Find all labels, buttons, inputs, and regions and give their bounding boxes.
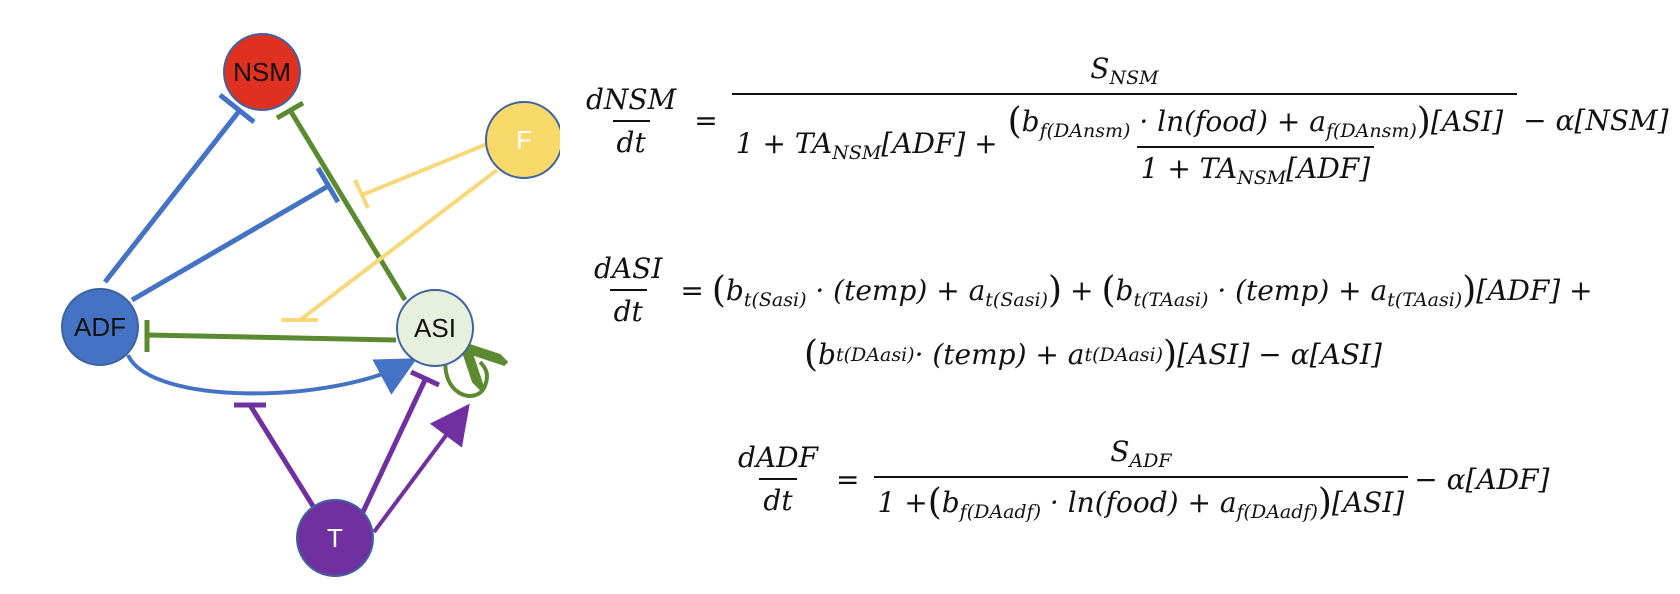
edge-f-inhibits-nsm-link xyxy=(353,140,493,209)
eq-adf-numerator: SADF xyxy=(1110,435,1172,472)
eq-adf-lhs-num: dADF xyxy=(738,441,819,474)
node-f-label: F xyxy=(516,125,532,155)
eq-asi-term1: (bt(Sasi) · (temp) + at(Sasi)) xyxy=(711,269,1062,311)
node-asi-label: ASI xyxy=(414,313,456,343)
edge-adf-activates-asi xyxy=(126,354,418,396)
node-nsm-label: NSM xyxy=(233,57,291,87)
equation-asi: dASI dt = (bt(Sasi) · (temp) + at(Sasi))… xyxy=(584,252,1593,375)
eq-adf-denominator: 1 +(bf(DAadf) · ln(food) + af(DAadf))[AS… xyxy=(873,476,1409,523)
edge-f-inhibits-adf-link xyxy=(281,168,499,322)
eq-adf-lhs: dADF dt xyxy=(734,441,822,517)
node-adf-label: ADF xyxy=(74,312,126,342)
eq-nsm-numerator: SNSM xyxy=(1090,52,1159,89)
eq-nsm-lhs-den: dt xyxy=(612,119,650,159)
edge-t-inhibits-asi xyxy=(359,369,441,516)
eq-nsm-main-fraction: SNSM 1 + TANSM[ADF] + (bf(DAnsm) · ln(fo… xyxy=(731,52,1518,189)
eq-nsm-decay: − α[NSM] xyxy=(1523,104,1669,137)
eq-adf-lhs-den: dt xyxy=(759,478,797,517)
edge-adf-inhibits-asi-nsm-link xyxy=(130,166,341,303)
node-asi: ASI xyxy=(396,289,474,367)
node-t: T xyxy=(296,499,374,577)
node-adf: ADF xyxy=(61,288,139,366)
eq-asi-lhs: dASI dt xyxy=(590,252,666,328)
equation-nsm: dNSM dt = SNSM 1 + TANSM[ADF] + (bf(DAns… xyxy=(576,52,1669,189)
eq-nsm-equals: = xyxy=(694,104,718,137)
eq-asi-term2: (bt(TAasi) · (temp) + at(TAasi))[ADF] + xyxy=(1101,269,1593,311)
eq-nsm-lhs-num: dNSM xyxy=(586,82,677,116)
eq-asi-equals: = xyxy=(680,273,704,307)
edge-asi-self-loop xyxy=(443,355,487,398)
node-t-label: T xyxy=(327,523,343,553)
eq-adf-main-fraction: SADF 1 +(bf(DAadf) · ln(food) + af(DAadf… xyxy=(873,435,1409,523)
eq-adf-equals: = xyxy=(836,462,860,496)
eq-adf-decay: − α[ADF] xyxy=(1414,462,1550,496)
edge-adf-inhibits-nsm xyxy=(103,93,256,284)
eq-asi-term3: (b t(DAasi) · (temp) + a t(DAasi)) [ASI] − … xyxy=(804,334,1382,375)
network-diagram: NSM F ADF ASI T xyxy=(61,33,560,577)
equation-adf: dADF dt = SADF 1 +(bf(DAadf) · ln(food) … xyxy=(728,435,1549,523)
node-nsm: NSM xyxy=(223,33,301,111)
edge-t-activates-asi xyxy=(372,403,470,534)
eq-nsm-denominator: 1 + TANSM[ADF] + (bf(DAnsm) · ln(food) +… xyxy=(731,93,1518,189)
eq-asi-lhs-num: dASI xyxy=(594,252,663,285)
edge-asi-inhibits-adf xyxy=(144,320,397,352)
eq-nsm-lhs: dNSM dt xyxy=(582,83,680,159)
eq-asi-lhs-den: dt xyxy=(609,289,647,328)
node-f: F xyxy=(485,101,560,179)
edge-t-inhibits-adf-asi-link xyxy=(234,402,321,516)
eq-nsm-inner-fraction: (bf(DAnsm) · ln(food) + af(DAnsm))[ASI] … xyxy=(1007,101,1504,189)
edge-asi-inhibits-nsm xyxy=(275,100,408,302)
